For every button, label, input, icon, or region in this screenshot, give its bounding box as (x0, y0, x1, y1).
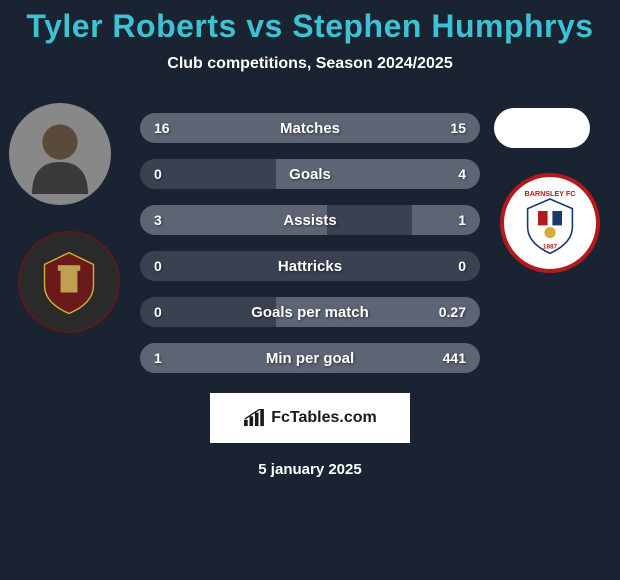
badge-top-text: BARNSLEY FC (525, 189, 576, 198)
stat-value-left: 16 (154, 120, 170, 136)
player-right-avatar (494, 108, 590, 148)
stat-value-right: 1 (458, 212, 466, 228)
stat-rows: 16 Matches 15 0 Goals 4 3 Assists 1 (140, 113, 480, 373)
bar-chart-icon (243, 409, 265, 427)
stat-label: Assists (283, 212, 336, 229)
club-crest-icon (34, 247, 104, 317)
stat-label: Min per goal (266, 350, 354, 367)
date-text: 5 january 2025 (0, 461, 620, 478)
person-silhouette-icon (20, 114, 100, 194)
stat-row-hattricks: 0 Hattricks 0 (140, 251, 480, 281)
stat-value-right: 0.27 (439, 304, 466, 320)
stat-value-left: 1 (154, 350, 162, 366)
stat-label: Hattricks (278, 258, 342, 275)
stat-value-left: 3 (154, 212, 162, 228)
stat-label: Goals per match (251, 304, 369, 321)
comparison-card: Tyler Roberts vs Stephen Humphrys Club c… (0, 0, 620, 478)
stat-value-right: 4 (458, 166, 466, 182)
page-title: Tyler Roberts vs Stephen Humphrys (26, 8, 593, 45)
badge-year-text: 1887 (543, 244, 558, 251)
stat-label: Goals (289, 166, 331, 183)
brand-watermark: FcTables.com (210, 393, 410, 443)
player-right-club-badge: BARNSLEY FC 1887 (500, 173, 600, 273)
player-left-avatar (9, 103, 111, 205)
stat-value-left: 0 (154, 304, 162, 320)
stat-row-goals: 0 Goals 4 (140, 159, 480, 189)
stat-fill-left (140, 343, 150, 373)
stat-label: Matches (280, 120, 340, 137)
stat-fill-right (412, 205, 480, 235)
player-left-club-badge (18, 231, 120, 333)
subtitle: Club competitions, Season 2024/2025 (167, 55, 452, 73)
stat-row-goals-per-match: 0 Goals per match 0.27 (140, 297, 480, 327)
main-area: BARNSLEY FC 1887 16 Matches 15 0 Goals (0, 113, 620, 478)
stat-value-left: 0 (154, 166, 162, 182)
stat-row-assists: 3 Assists 1 (140, 205, 480, 235)
stat-value-right: 0 (458, 258, 466, 274)
stat-row-matches: 16 Matches 15 (140, 113, 480, 143)
club-crest-icon: BARNSLEY FC 1887 (510, 183, 590, 263)
stat-value-right: 15 (450, 120, 466, 136)
brand-text: FcTables.com (271, 409, 377, 427)
stat-value-right: 441 (443, 350, 466, 366)
stat-value-left: 0 (154, 258, 162, 274)
stat-row-min-per-goal: 1 Min per goal 441 (140, 343, 480, 373)
